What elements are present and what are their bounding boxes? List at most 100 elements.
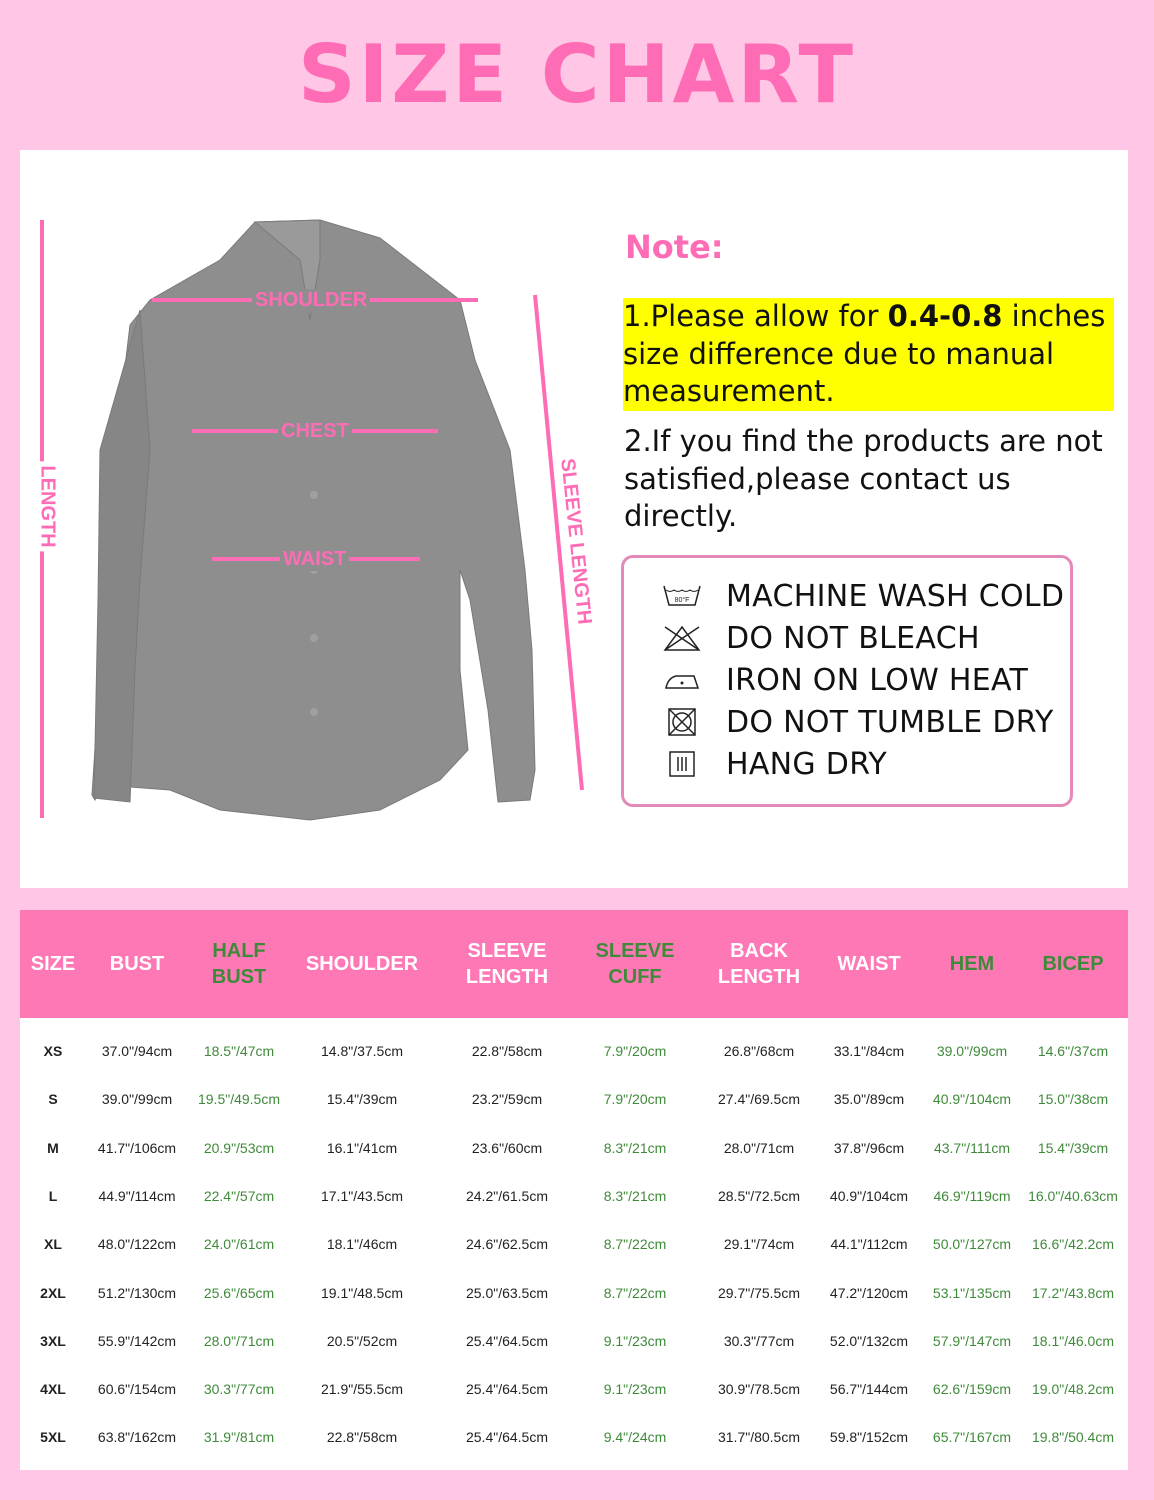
table-cell: 30.3"/77cm xyxy=(723,1332,795,1349)
size-cell: XS xyxy=(43,1043,63,1059)
table-cell: 52.0"/132cm xyxy=(829,1332,909,1349)
size-cell: 3XL xyxy=(40,1332,66,1349)
table-cell: 23.2"/59cm xyxy=(471,1091,543,1108)
table-cell: 55.9"/142cm xyxy=(97,1332,177,1349)
table-cell: 19.1"/48.5cm xyxy=(320,1284,404,1301)
page-title: SIZE CHART xyxy=(297,28,857,121)
table-cell: 16.6"/42.2cm xyxy=(1031,1236,1115,1253)
table-cell: 33.1"/84cm xyxy=(833,1043,905,1059)
table-cell: 7.9"/20cm xyxy=(603,1043,667,1059)
table-cell: 65.7"/167cm xyxy=(932,1429,1012,1446)
column-header: HALF BUST xyxy=(211,940,267,988)
wash-temp-label: 80°F xyxy=(675,596,690,604)
table-cell: 40.9"/104cm xyxy=(829,1187,909,1204)
column-header: SHOULDER xyxy=(305,953,419,975)
column-header: BICEP xyxy=(1042,953,1104,975)
shirt-diagram xyxy=(40,219,584,821)
note-title: Note: xyxy=(625,228,724,266)
table-cell: 9.4"/24cm xyxy=(603,1429,667,1446)
table-cell: 37.8"/96cm xyxy=(833,1139,905,1156)
iron-low-icon xyxy=(662,665,702,695)
table-cell: 46.9"/119cm xyxy=(933,1187,1011,1204)
table-cell: 35.0"/89cm xyxy=(833,1091,905,1108)
no-tumble-dry-icon xyxy=(662,707,702,737)
shoulder-label: SHOULDER xyxy=(252,289,371,312)
table-cell: 39.0"/99cm xyxy=(936,1043,1008,1059)
table-cell: 43.7"/111cm xyxy=(933,1139,1011,1156)
diagram-panel: SHOULDER CHEST WAIST LENGTH SLEEVE LENGT… xyxy=(20,150,1128,888)
hang-dry-icon xyxy=(662,749,702,779)
table-cell: 60.6"/154cm xyxy=(97,1381,177,1398)
note-text: inches size difference due to manual mea… xyxy=(623,299,1106,408)
table-cell: 48.0"/122cm xyxy=(97,1236,177,1253)
no-bleach-icon xyxy=(662,623,702,653)
table-cell: 31.9"/81cm xyxy=(203,1429,275,1446)
chest-label: CHEST xyxy=(278,420,352,443)
table-cell: 18.1"/46cm xyxy=(326,1236,398,1253)
table-cell: 59.8"/152cm xyxy=(829,1429,909,1446)
care-item: DO NOT TUMBLE DRY xyxy=(662,702,1054,742)
table-cell: 44.1"/112cm xyxy=(830,1236,908,1253)
button-dot xyxy=(310,708,318,716)
table-cell: 24.2"/61.5cm xyxy=(465,1187,549,1204)
table-cell: 9.1"/23cm xyxy=(603,1381,667,1398)
table-cell: 27.4"/69.5cm xyxy=(717,1091,801,1108)
table-cell: 22.8"/58cm xyxy=(471,1043,543,1059)
table-cell: 39.0"/99cm xyxy=(101,1091,173,1108)
size-cell: S xyxy=(48,1091,58,1108)
table-cell: 41.7"/106cm xyxy=(97,1139,177,1156)
table-cell: 8.3"/21cm xyxy=(603,1139,667,1156)
size-cell: 4XL xyxy=(40,1381,66,1398)
length-label: LENGTH xyxy=(35,461,59,552)
table-cell: 17.2"/43.8cm xyxy=(1031,1284,1115,1301)
table-cell: 31.7"/80.5cm xyxy=(717,1429,801,1446)
care-label: IRON ON LOW HEAT xyxy=(726,662,1029,698)
table-cell: 56.7"/144cm xyxy=(829,1381,909,1398)
table-cell: 28.0"/71cm xyxy=(203,1332,275,1349)
table-cell: 63.8"/162cm xyxy=(97,1429,177,1446)
table-cell: 25.6"/65cm xyxy=(203,1284,275,1301)
care-item: 80°F MACHINE WASH COLD xyxy=(662,576,1064,616)
care-instructions: 80°F MACHINE WASH COLD DO NOT BLEACH IRO… xyxy=(621,555,1073,807)
table-cell: 23.6"/60cm xyxy=(471,1139,543,1156)
table-cell: 53.1"/135cm xyxy=(932,1284,1012,1301)
table-cell: 22.8"/58cm xyxy=(326,1429,398,1446)
table-cell: 18.5"/47cm xyxy=(203,1043,275,1059)
table-cell: 20.5"/52cm xyxy=(326,1332,398,1349)
table-cell: 30.3"/77cm xyxy=(203,1381,275,1398)
table-cell: 8.3"/21cm xyxy=(603,1187,667,1204)
table-cell: 8.7"/22cm xyxy=(603,1284,667,1301)
column-header: BUST xyxy=(109,953,165,975)
button-dot xyxy=(310,491,318,499)
table-cell: 26.8"/68cm xyxy=(723,1043,795,1059)
care-label: DO NOT TUMBLE DRY xyxy=(726,704,1054,740)
care-label: MACHINE WASH COLD xyxy=(726,578,1065,614)
table-cell: 15.4"/39cm xyxy=(326,1091,398,1108)
table-cell: 20.9"/53cm xyxy=(203,1139,275,1156)
note-item-1: 1.Please allow for 0.4-0.8 inches size d… xyxy=(623,298,1114,411)
table-cell: 19.5"/49.5cm xyxy=(197,1091,281,1108)
machine-wash-icon: 80°F xyxy=(662,581,702,611)
note-text: 1.Please allow for xyxy=(623,299,888,333)
table-cell: 25.4"/64.5cm xyxy=(465,1429,549,1446)
care-item: IRON ON LOW HEAT xyxy=(662,660,1028,700)
table-cell: 15.0"/38cm xyxy=(1037,1091,1109,1108)
table-cell: 8.7"/22cm xyxy=(603,1236,667,1253)
table-cell: 40.9"/104cm xyxy=(932,1091,1012,1108)
table-cell: 24.0"/61cm xyxy=(203,1236,275,1253)
column-header: SLEEVE CUFF xyxy=(595,940,675,988)
size-table: SIZE BUST HALF BUST SHOULDER SLEEVE LENGTH SL… xyxy=(20,910,1128,1470)
table-cell: 28.5"/72.5cm xyxy=(717,1187,801,1204)
table-cell: 24.6"/62.5cm xyxy=(465,1236,549,1253)
table-cell: 47.2"/120cm xyxy=(829,1284,909,1301)
table-cell: 22.4"/57cm xyxy=(203,1187,275,1204)
waist-label: WAIST xyxy=(280,548,350,571)
table-cell: 25.4"/64.5cm xyxy=(465,1332,549,1349)
size-cell: L xyxy=(48,1187,58,1204)
table-cell: 50.0"/127cm xyxy=(932,1236,1012,1253)
column-header: SIZE xyxy=(30,953,76,975)
table-cell: 19.0"/48.2cm xyxy=(1031,1381,1115,1398)
table-cell: 21.9"/55.5cm xyxy=(320,1381,404,1398)
table-cell: 57.9"/147cm xyxy=(932,1332,1012,1349)
table-cell: 7.9"/20cm xyxy=(603,1091,667,1108)
